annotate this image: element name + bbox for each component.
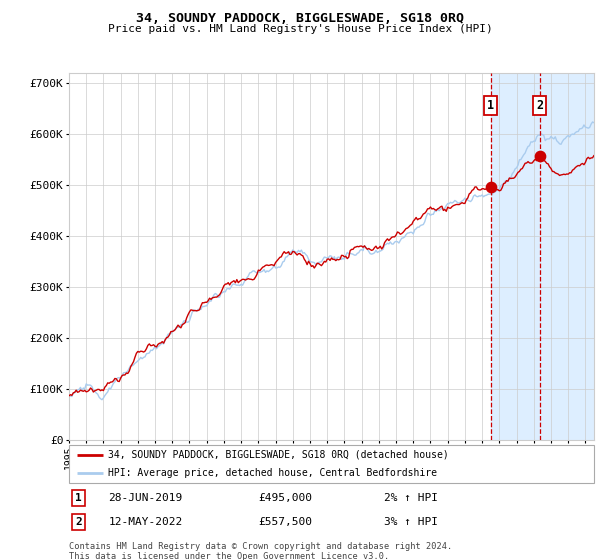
Text: 2% ↑ HPI: 2% ↑ HPI: [384, 493, 438, 503]
Text: 34, SOUNDY PADDOCK, BIGGLESWADE, SG18 0RQ (detached house): 34, SOUNDY PADDOCK, BIGGLESWADE, SG18 0R…: [109, 450, 449, 460]
Text: 2: 2: [536, 99, 544, 113]
Text: Price paid vs. HM Land Registry's House Price Index (HPI): Price paid vs. HM Land Registry's House …: [107, 24, 493, 34]
Text: 2: 2: [75, 517, 82, 527]
Text: 3% ↑ HPI: 3% ↑ HPI: [384, 517, 438, 527]
Point: [535, 151, 545, 160]
Bar: [491, 73, 600, 440]
Text: 1: 1: [487, 99, 494, 113]
Text: £557,500: £557,500: [258, 517, 312, 527]
FancyBboxPatch shape: [69, 445, 594, 483]
Text: 12-MAY-2022: 12-MAY-2022: [109, 517, 182, 527]
Point: [486, 183, 496, 192]
Text: 1: 1: [75, 493, 82, 503]
Text: 28-JUN-2019: 28-JUN-2019: [109, 493, 182, 503]
Text: Contains HM Land Registry data © Crown copyright and database right 2024.
This d: Contains HM Land Registry data © Crown c…: [69, 542, 452, 560]
Text: HPI: Average price, detached house, Central Bedfordshire: HPI: Average price, detached house, Cent…: [109, 468, 437, 478]
Text: £495,000: £495,000: [258, 493, 312, 503]
Text: 34, SOUNDY PADDOCK, BIGGLESWADE, SG18 0RQ: 34, SOUNDY PADDOCK, BIGGLESWADE, SG18 0R…: [136, 12, 464, 25]
